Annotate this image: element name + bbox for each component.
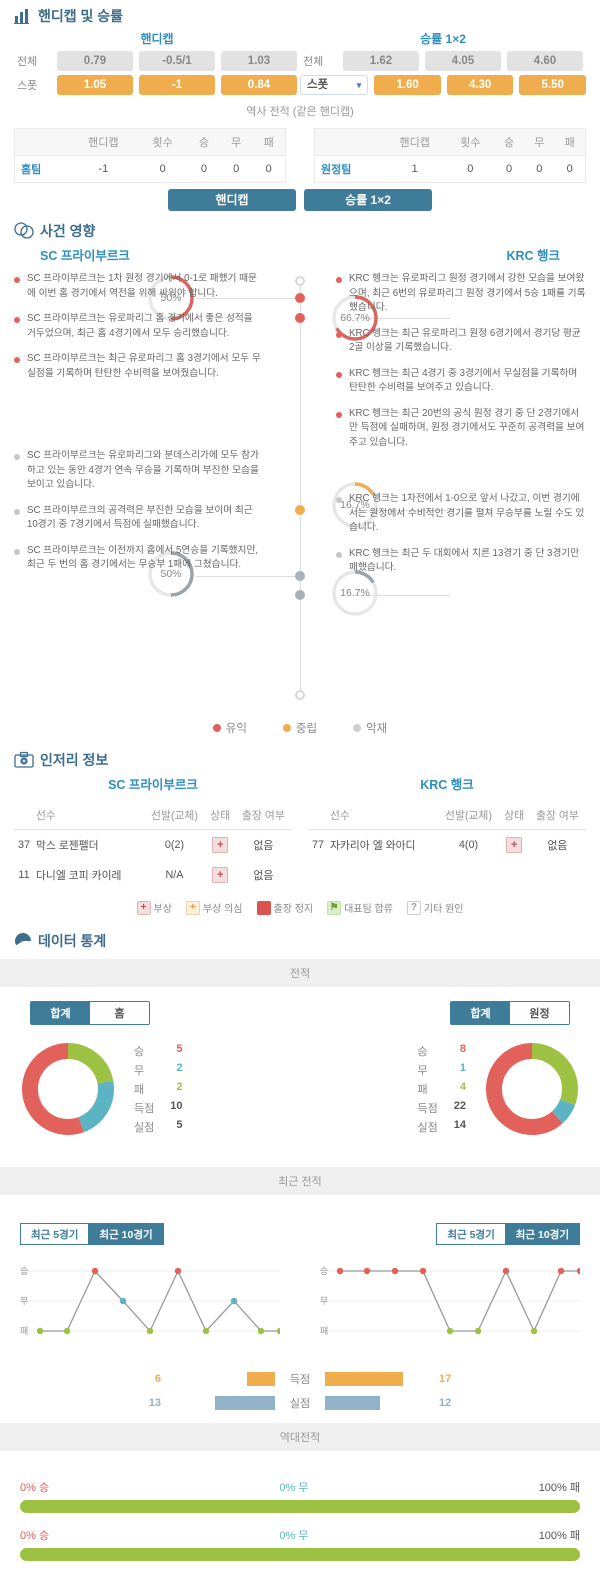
svg-text:무: 무 (20, 1296, 28, 1306)
svg-text:승: 승 (20, 1266, 28, 1276)
svg-text:패: 패 (20, 1326, 28, 1336)
svg-text:패: 패 (320, 1326, 328, 1336)
svg-text:무: 무 (320, 1296, 328, 1306)
svg-text:승: 승 (320, 1266, 328, 1276)
